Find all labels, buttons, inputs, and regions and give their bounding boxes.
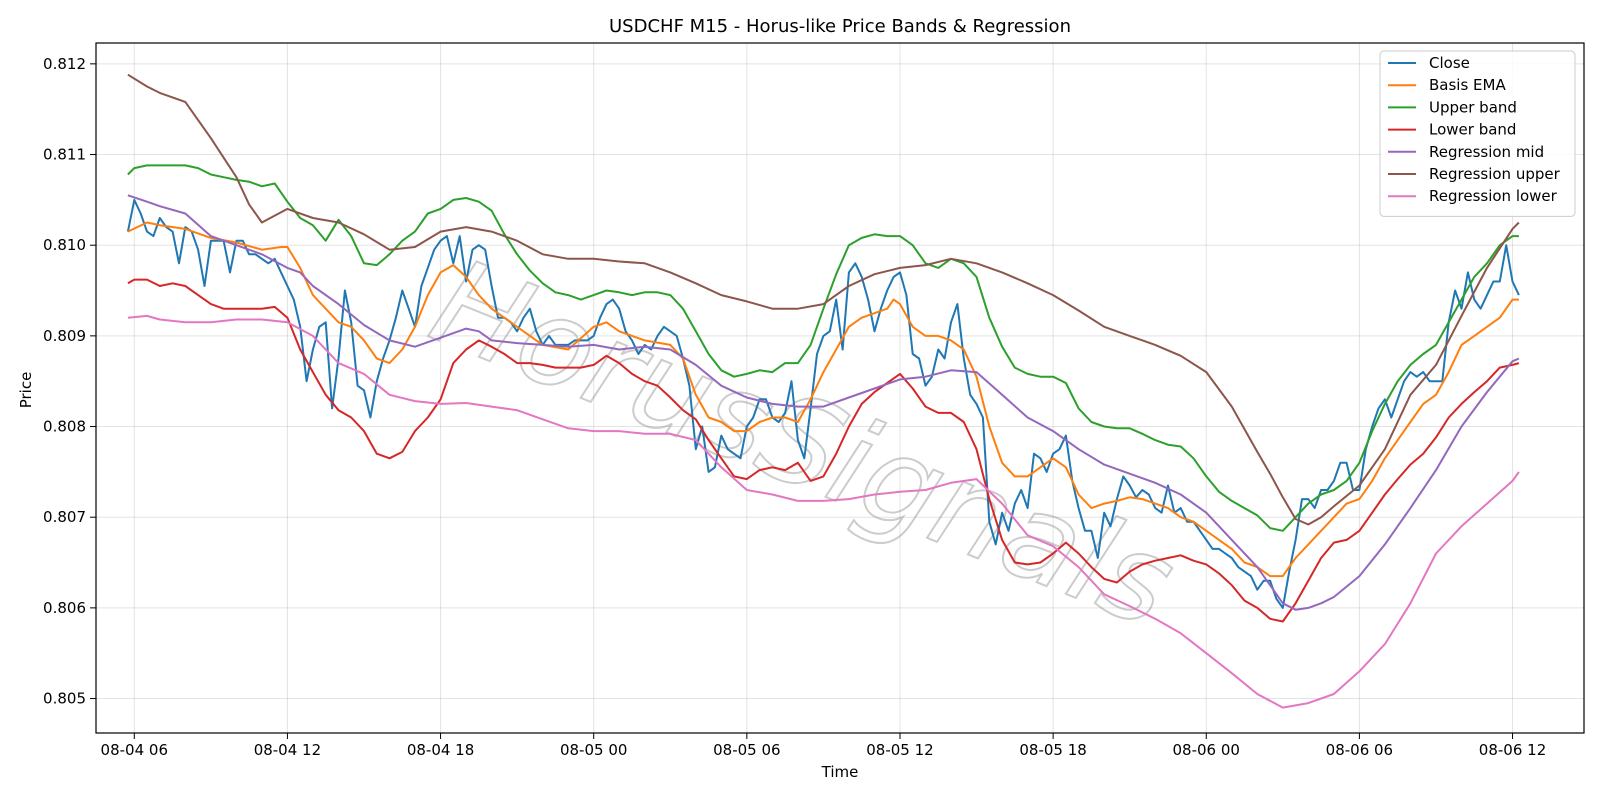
series-layer (126, 73, 1520, 709)
legend-label: Close (1429, 54, 1470, 72)
x-tick-label: 08-04 06 (101, 741, 168, 759)
x-tick-label: 08-04 12 (254, 741, 321, 759)
series-line-regression-mid (127, 194, 1520, 611)
x-axis: 08-04 06 08-04 12 08-04 18 08-05 00 08-05 06… (101, 733, 1546, 759)
x-tick-label: 08-06 00 (1173, 741, 1240, 759)
legend-label: Regression upper (1429, 165, 1561, 183)
y-axis: 0.805 0.806 0.807 0.808 0.809 0.810 0.811 0.812 (43, 55, 96, 708)
x-tick-label: 08-06 06 (1326, 741, 1393, 759)
series-line-basis-ema (127, 221, 1519, 578)
plot-frame (95, 42, 1585, 734)
legend-box (1379, 50, 1576, 217)
x-tick-label: 08-05 00 (560, 741, 627, 759)
y-tick-label: 0.809 (43, 327, 86, 345)
x-tick-label: 08-05 06 (713, 741, 780, 759)
legend-label: Regression mid (1429, 143, 1544, 161)
legend-label: Upper band (1429, 98, 1517, 116)
series-line-regression-lower (127, 314, 1520, 709)
series-line-lower-band (127, 278, 1520, 623)
series-line-upper-band (127, 164, 1519, 532)
x-tick-label: 08-05 12 (866, 741, 933, 759)
legend: Close Basis EMA Upper band Lower band Regres… (1379, 50, 1576, 217)
y-tick-label: 0.810 (43, 236, 86, 254)
x-tick-label: 08-04 18 (407, 741, 474, 759)
y-tick-label: 0.812 (43, 55, 86, 73)
y-tick-label: 0.811 (43, 146, 86, 164)
y-axis-label: Price (17, 372, 35, 409)
series-line-regression-upper (127, 73, 1520, 526)
legend-label: Lower band (1429, 121, 1516, 139)
series-line-close (126, 198, 1520, 609)
legend-label: Regression lower (1429, 187, 1558, 205)
legend-label: Basis EMA (1429, 76, 1506, 94)
chart-title: USDCHF M15 - Horus-like Price Bands & Re… (609, 16, 1071, 37)
y-tick-label: 0.808 (43, 418, 86, 436)
y-tick-label: 0.807 (43, 508, 86, 526)
x-tick-label: 08-05 18 (1019, 741, 1086, 759)
x-axis-label: Time (821, 763, 859, 781)
y-tick-label: 0.805 (43, 690, 86, 708)
x-tick-label: 08-06 12 (1479, 741, 1546, 759)
y-tick-label: 0.806 (43, 599, 86, 617)
